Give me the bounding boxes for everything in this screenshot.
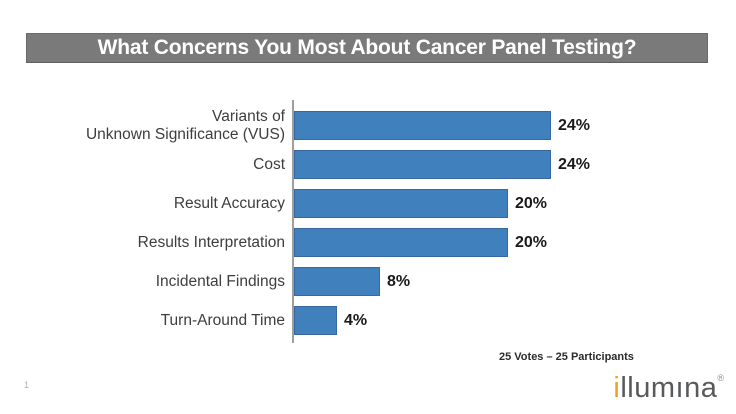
bar [294, 306, 337, 335]
bar-category-label: Cost [253, 155, 285, 173]
chart-rows: Variants of Unknown Significance (VUS) 24… [0, 106, 736, 340]
chart-row: Incidental Findings 8% [0, 262, 736, 301]
bar-category-label: Results Interpretation [137, 233, 285, 251]
bar-chart: Variants of Unknown Significance (VUS) 24… [0, 100, 736, 345]
bar-category-label: Turn-Around Time [160, 311, 285, 329]
bar-value-label: 24% [558, 155, 591, 173]
bar-track: 24% [294, 111, 736, 140]
bar [294, 150, 551, 179]
bar-value-label: 4% [344, 311, 368, 329]
page-number: 1 [24, 380, 30, 390]
bar-value-label: 8% [387, 272, 411, 290]
logo-letter-i: i [613, 372, 621, 404]
illumina-logo: illumına® [613, 372, 724, 405]
registered-trademark-icon: ® [717, 373, 724, 383]
bar-value-label: 24% [558, 116, 591, 134]
bar-category-label: Incidental Findings [155, 272, 285, 290]
chart-y-axis-line [292, 100, 294, 343]
bar-track: 8% [294, 267, 736, 296]
bar-track: 20% [294, 189, 736, 218]
bar-category-label: Variants of Unknown Significance (VUS) [85, 108, 285, 143]
slide-title-band: What Concerns You Most About Cancer Pane… [26, 33, 708, 63]
bar [294, 189, 508, 218]
slide-title: What Concerns You Most About Cancer Pane… [97, 36, 637, 59]
bar-value-label: 20% [515, 194, 548, 212]
bar-track: 24% [294, 150, 736, 179]
bar [294, 228, 508, 257]
votes-participants-note: 25 Votes – 25 Participants [499, 351, 634, 363]
chart-row: Result Accuracy 20% [0, 184, 736, 223]
bar [294, 267, 380, 296]
chart-row: Variants of Unknown Significance (VUS) 24… [0, 106, 736, 145]
chart-row: Results Interpretation 20% [0, 223, 736, 262]
logo-wordmark-rest: llumına [620, 372, 718, 404]
bar-track: 20% [294, 228, 736, 257]
bar [294, 111, 551, 140]
chart-row: Turn-Around Time 4% [0, 301, 736, 340]
bar-category-label: Result Accuracy [173, 194, 285, 212]
bar-track: 4% [294, 306, 736, 335]
chart-row: Cost 24% [0, 145, 736, 184]
bar-value-label: 20% [515, 233, 548, 251]
